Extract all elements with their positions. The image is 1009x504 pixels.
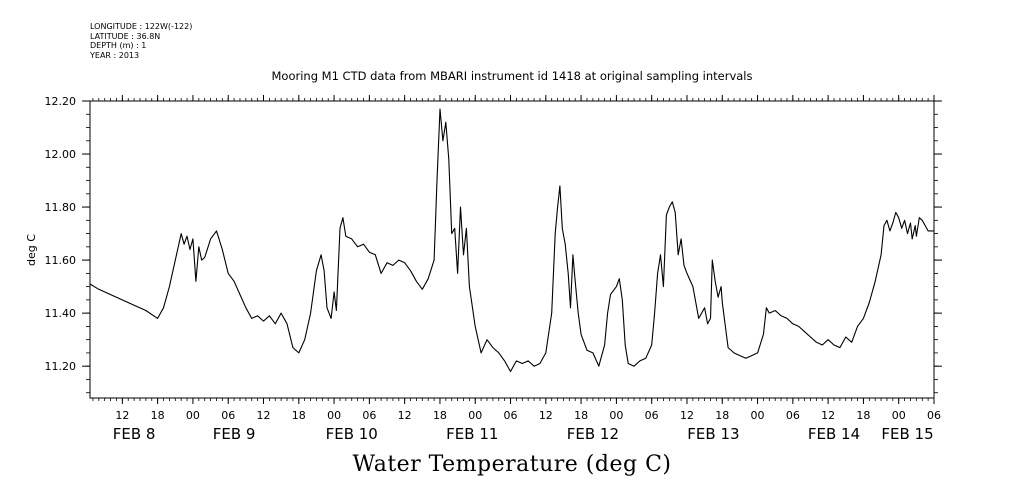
x-day-label: FEB 15 — [881, 425, 933, 443]
y-tick-label: 11.20 — [45, 360, 77, 373]
x-day-label: FEB 9 — [213, 425, 256, 443]
chart-title: Mooring M1 CTD data from MBARI instrumen… — [271, 69, 753, 83]
metadata-latitude: LATITUDE : 36.8N — [90, 31, 161, 41]
x-tick-label: 06 — [786, 409, 800, 422]
series-layer — [89, 108, 934, 373]
x-tick-label: 18 — [715, 409, 729, 422]
metadata-depth: DEPTH (m) : 1 — [90, 41, 147, 50]
axes-layer: 12 18 00 06 12 18 00 06 12 18 00 06 12 18 00 06 12 18 00 06… — [25, 95, 942, 443]
plot-frame — [89, 100, 935, 399]
x-tick-label: 12 — [115, 409, 129, 422]
x-tick-label: 12 — [257, 409, 271, 422]
y-axis-label: deg C — [25, 234, 38, 266]
x-tick-label: 00 — [468, 409, 482, 422]
x-axis-label: Water Temperature (deg C) — [352, 452, 672, 477]
x-tick-label: 18 — [292, 409, 306, 422]
x-tick-label: 18 — [856, 409, 870, 422]
x-tick-label: 06 — [362, 409, 376, 422]
x-tick-label: 12 — [680, 409, 694, 422]
x-tick-label: 12 — [539, 409, 553, 422]
x-tick-label: 18 — [574, 409, 588, 422]
x-tick-label: 06 — [221, 409, 235, 422]
x-tick-label: 12 — [821, 409, 835, 422]
y-tick-label: 11.40 — [45, 307, 77, 320]
x-tick-label: 06 — [927, 409, 941, 422]
y-tick-label: 11.60 — [45, 254, 77, 267]
x-day-label: FEB 13 — [687, 425, 739, 443]
metadata-longitude: LONGITUDE : 122W(-122) — [90, 22, 193, 31]
x-tick-label: 00 — [892, 409, 906, 422]
x-tick-label: 06 — [504, 409, 518, 422]
y-tick-label: 12.20 — [45, 95, 77, 108]
x-tick-label: 06 — [645, 409, 659, 422]
y-tick-label: 11.80 — [45, 201, 77, 214]
x-tick-label: 00 — [751, 409, 765, 422]
x-minor-ticks — [92, 98, 935, 401]
x-tick-label: 18 — [151, 409, 165, 422]
metadata-block: LONGITUDE : 122W(-122) LATITUDE : 36.8N … — [90, 22, 192, 60]
x-tick-label: 12 — [398, 409, 412, 422]
metadata-year: YEAR : 2013 — [90, 50, 140, 60]
x-tick-label: 00 — [186, 409, 200, 422]
y-tick-label: 12.00 — [45, 148, 77, 161]
x-day-label: FEB 14 — [808, 425, 860, 443]
x-day-label: FEB 10 — [326, 425, 378, 443]
x-tick-label: 18 — [433, 409, 447, 422]
x-tick-label: 00 — [327, 409, 341, 422]
x-tick-label: 00 — [609, 409, 623, 422]
x-day-label: FEB 12 — [567, 425, 619, 443]
x-day-label: FEB 11 — [446, 425, 498, 443]
water-temperature-line — [89, 108, 934, 373]
x-day-label: FEB 8 — [113, 425, 156, 443]
